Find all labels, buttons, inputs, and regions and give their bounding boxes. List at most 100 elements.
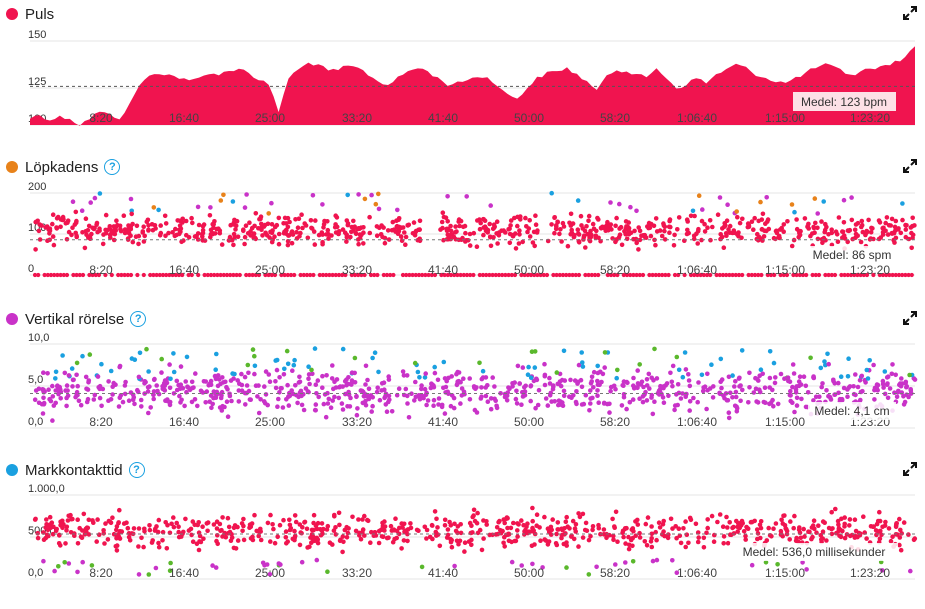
data-point (248, 233, 253, 238)
data-point (564, 543, 569, 548)
cadence-header: Löpkadens ? (6, 156, 121, 178)
data-point (701, 272, 706, 278)
data-point (495, 241, 500, 246)
expand-icon[interactable] (903, 6, 917, 20)
data-point (575, 379, 581, 385)
expand-icon[interactable] (903, 462, 917, 476)
data-point (379, 534, 385, 539)
data-point (477, 360, 482, 366)
data-point (51, 242, 57, 248)
data-point (225, 414, 231, 419)
data-point (847, 517, 853, 522)
data-point (390, 219, 396, 225)
data-point (762, 385, 768, 390)
data-point (835, 239, 841, 244)
data-point (241, 516, 246, 522)
data-point (305, 235, 311, 241)
data-point (321, 225, 326, 230)
data-point (193, 371, 198, 376)
data-point (535, 402, 541, 408)
data-point (309, 367, 314, 373)
data-point (236, 388, 242, 393)
data-point (201, 222, 207, 227)
data-point (66, 373, 72, 378)
help-icon[interactable]: ? (128, 462, 145, 478)
data-point (580, 511, 586, 517)
data-point (443, 384, 449, 390)
data-point (589, 374, 595, 380)
data-point (546, 539, 552, 544)
data-point (325, 569, 330, 574)
data-point (156, 517, 162, 523)
data-point (461, 224, 466, 230)
data-point (236, 399, 242, 404)
data-point (676, 272, 681, 278)
data-point (794, 395, 800, 401)
data-point (782, 513, 787, 518)
data-point (608, 388, 613, 394)
data-point (49, 520, 55, 525)
data-point (64, 524, 70, 530)
help-icon[interactable]: ? (104, 159, 121, 175)
data-point (773, 375, 778, 380)
data-point (297, 542, 303, 548)
data-point (730, 395, 735, 400)
data-point (836, 390, 841, 396)
data-point (494, 525, 500, 530)
data-point (424, 527, 430, 533)
data-point (324, 272, 329, 278)
data-point (624, 272, 630, 278)
data-point (903, 272, 908, 278)
data-point (341, 539, 346, 545)
data-point (848, 533, 853, 539)
data-point (439, 272, 444, 278)
data-point (256, 410, 262, 416)
expand-icon[interactable] (903, 311, 917, 325)
data-point (208, 272, 214, 278)
data-point (530, 561, 535, 567)
data-point (384, 272, 390, 278)
data-point (597, 382, 602, 388)
data-point (782, 376, 787, 381)
data-point (350, 514, 355, 520)
data-point (683, 519, 688, 524)
expand-icon[interactable] (903, 159, 917, 173)
data-point (517, 232, 522, 237)
data-point (196, 222, 202, 228)
help-icon[interactable]: ? (130, 311, 147, 327)
data-point (75, 383, 80, 389)
data-point (717, 272, 722, 278)
x-tick-label: 58:20 (600, 415, 630, 429)
data-point (880, 272, 886, 278)
data-point (661, 518, 666, 524)
data-point (580, 535, 586, 540)
data-point (600, 224, 605, 230)
data-point (851, 391, 857, 397)
data-point (286, 403, 292, 408)
data-point (772, 380, 778, 386)
data-point (435, 377, 441, 383)
data-point (484, 522, 490, 527)
data-point (668, 516, 674, 522)
data-point (461, 376, 466, 381)
data-point (624, 406, 629, 412)
data-point (244, 192, 249, 197)
data-point (763, 560, 769, 565)
data-point (117, 223, 123, 229)
data-point (583, 272, 588, 278)
data-point (156, 207, 161, 213)
data-point (320, 241, 325, 247)
data-point (626, 231, 632, 237)
data-point (344, 234, 350, 240)
data-point (670, 383, 675, 389)
data-point (375, 385, 381, 390)
data-point (898, 527, 903, 533)
data-point (353, 230, 358, 235)
data-point (429, 272, 434, 278)
data-point (446, 236, 451, 242)
data-point (719, 377, 725, 382)
data-point (224, 399, 230, 404)
data-point (230, 199, 236, 204)
data-point (213, 391, 218, 397)
data-point (333, 272, 338, 278)
